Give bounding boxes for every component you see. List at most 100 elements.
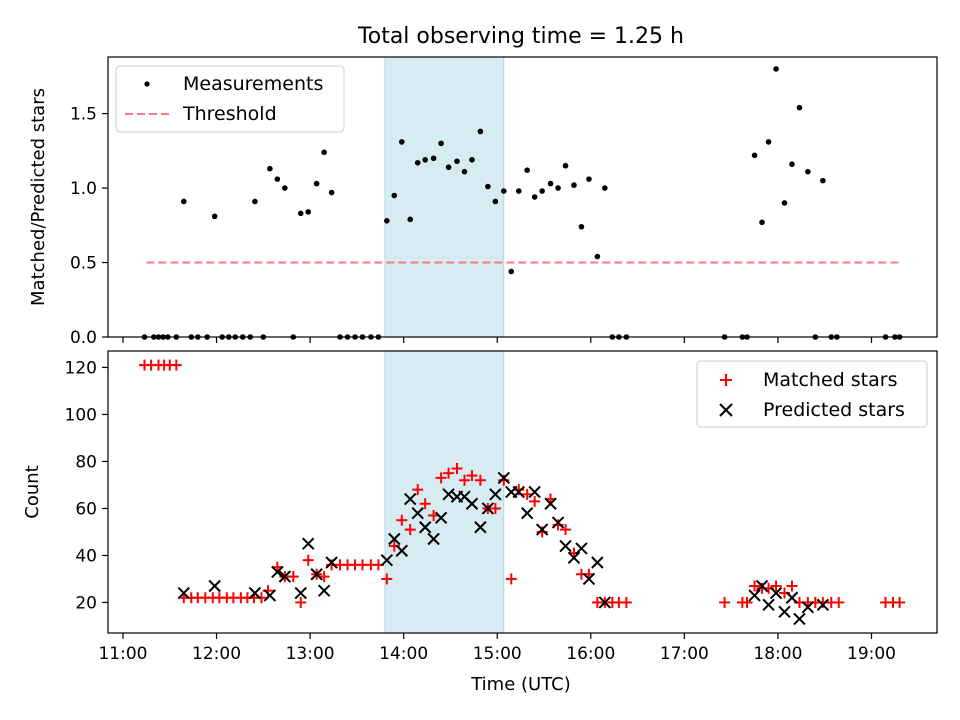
measurement-point — [469, 156, 475, 163]
predicted-star-point — [785, 591, 799, 604]
legend-threshold-label: Threshold — [182, 103, 277, 125]
matched-star-point — [318, 571, 330, 583]
predicted-star-point — [748, 589, 761, 602]
x-tick-label: 18:00 — [753, 644, 802, 664]
measurement-point — [524, 167, 530, 173]
predicted-star-point — [575, 542, 588, 555]
predicted-star-point — [271, 565, 284, 579]
matched-star-point — [786, 580, 798, 592]
measurement-point — [773, 66, 779, 72]
measurement-point — [796, 104, 803, 111]
bottom-y-tick-label: 100 — [65, 405, 97, 425]
matched-star-point — [428, 510, 440, 521]
predicted-star-point — [302, 537, 315, 550]
top-y-ticks: 0.0 0.5 1.0 1.5 — [70, 105, 108, 348]
matched-star-point — [404, 524, 416, 536]
matched-star-point — [302, 554, 314, 566]
matched-star-point — [419, 498, 431, 510]
matched-legend-marker — [720, 374, 732, 386]
top-legend: Measurements Threshold — [115, 65, 345, 133]
top-panel: 0.0 0.5 1.0 1.5 Matched/Predicted stars Mea… — [28, 56, 938, 348]
bottom-legend-box — [696, 360, 928, 428]
predicted-star-point — [582, 572, 596, 586]
predicted-star-point — [497, 471, 510, 485]
measurement-point — [586, 176, 592, 182]
predicted-star-point — [512, 485, 525, 499]
measurement-point — [789, 161, 795, 168]
x-tick-label: 19:00 — [847, 644, 896, 664]
top-y-axis-label: Matched/Predicted stars — [28, 88, 49, 306]
matched-star-point — [620, 596, 632, 608]
bottom-y-tick-label: 120 — [65, 358, 97, 378]
matched-star-point — [505, 573, 517, 585]
measurement-point — [492, 198, 499, 205]
matched-star-point — [833, 596, 845, 608]
matched-star-point — [719, 596, 731, 608]
bottom-axes-frame — [107, 350, 938, 634]
predicted-star-point — [535, 523, 549, 536]
predicted-star-point — [380, 553, 394, 567]
measurement-point — [438, 140, 444, 147]
measurement-point — [252, 198, 258, 205]
predicted-star-point — [769, 586, 783, 600]
predicted-star-point — [801, 600, 815, 614]
top-axes-frame — [107, 56, 938, 338]
top-highlight-span — [384, 56, 505, 338]
x-tick-label: 14:00 — [379, 644, 428, 664]
predicted-star-point — [388, 532, 401, 546]
measurement-point — [282, 185, 288, 191]
matched-star-point — [894, 596, 906, 608]
matched-star-point — [295, 596, 307, 608]
bottom-legend: Matched stars Predicted stars — [696, 360, 928, 428]
measurement-point — [500, 188, 507, 194]
measurement-point — [414, 159, 421, 166]
legend-matched-label: Matched stars — [763, 369, 897, 391]
predicted-star-point — [427, 532, 440, 546]
predicted-star-point — [434, 511, 448, 525]
measurement-point — [398, 139, 405, 145]
predicted-star-point — [591, 556, 604, 569]
matched-star-point — [412, 484, 424, 496]
matched-star-point — [466, 470, 478, 482]
predicted-star-point — [418, 521, 432, 534]
predicted-star-point — [598, 596, 612, 609]
measurement-point — [578, 223, 585, 230]
matched-star-point — [489, 502, 501, 514]
measurement-point — [485, 183, 491, 190]
predicted-star-point — [474, 521, 487, 534]
measurement-point — [759, 219, 765, 226]
predicted-star-point — [793, 612, 806, 626]
x-tick-label: 11:00 — [98, 644, 147, 664]
measurement-point — [180, 198, 187, 205]
predicted-star-point — [294, 586, 307, 600]
x-tick-label: 15:00 — [473, 644, 522, 664]
predicted-star-point — [278, 570, 292, 583]
predicted-star-point — [528, 485, 541, 499]
predicted-star-point — [325, 556, 338, 569]
predicted-star-point — [404, 492, 417, 506]
matched-star-point — [770, 580, 782, 592]
predicted-star-point — [816, 598, 830, 612]
predicted-star-point — [567, 551, 581, 565]
measurement-point — [531, 194, 538, 200]
x-tick-label: 13:00 — [286, 644, 335, 664]
matched-star-point — [474, 474, 486, 486]
measurement-point — [445, 164, 452, 171]
measurement-point — [328, 189, 335, 196]
measurement-point — [313, 180, 320, 187]
predicted-star-point — [551, 516, 565, 529]
legend-measurements-label: Measurements — [183, 73, 323, 95]
measurement-point — [547, 180, 554, 187]
predicted-star-point — [465, 497, 479, 510]
measurement-point — [508, 268, 515, 275]
predicted-star-point — [481, 502, 495, 515]
measurement-point — [274, 176, 281, 182]
measurement-point — [321, 149, 327, 156]
measurement-point — [562, 162, 569, 169]
top-y-tick-label: 0.0 — [70, 328, 97, 348]
predicted-stars-points — [177, 471, 830, 626]
top-legend-box — [115, 65, 345, 133]
measurement-point — [454, 158, 460, 165]
bottom-y-ticks: 20 40 60 80 100 120 — [65, 358, 108, 613]
